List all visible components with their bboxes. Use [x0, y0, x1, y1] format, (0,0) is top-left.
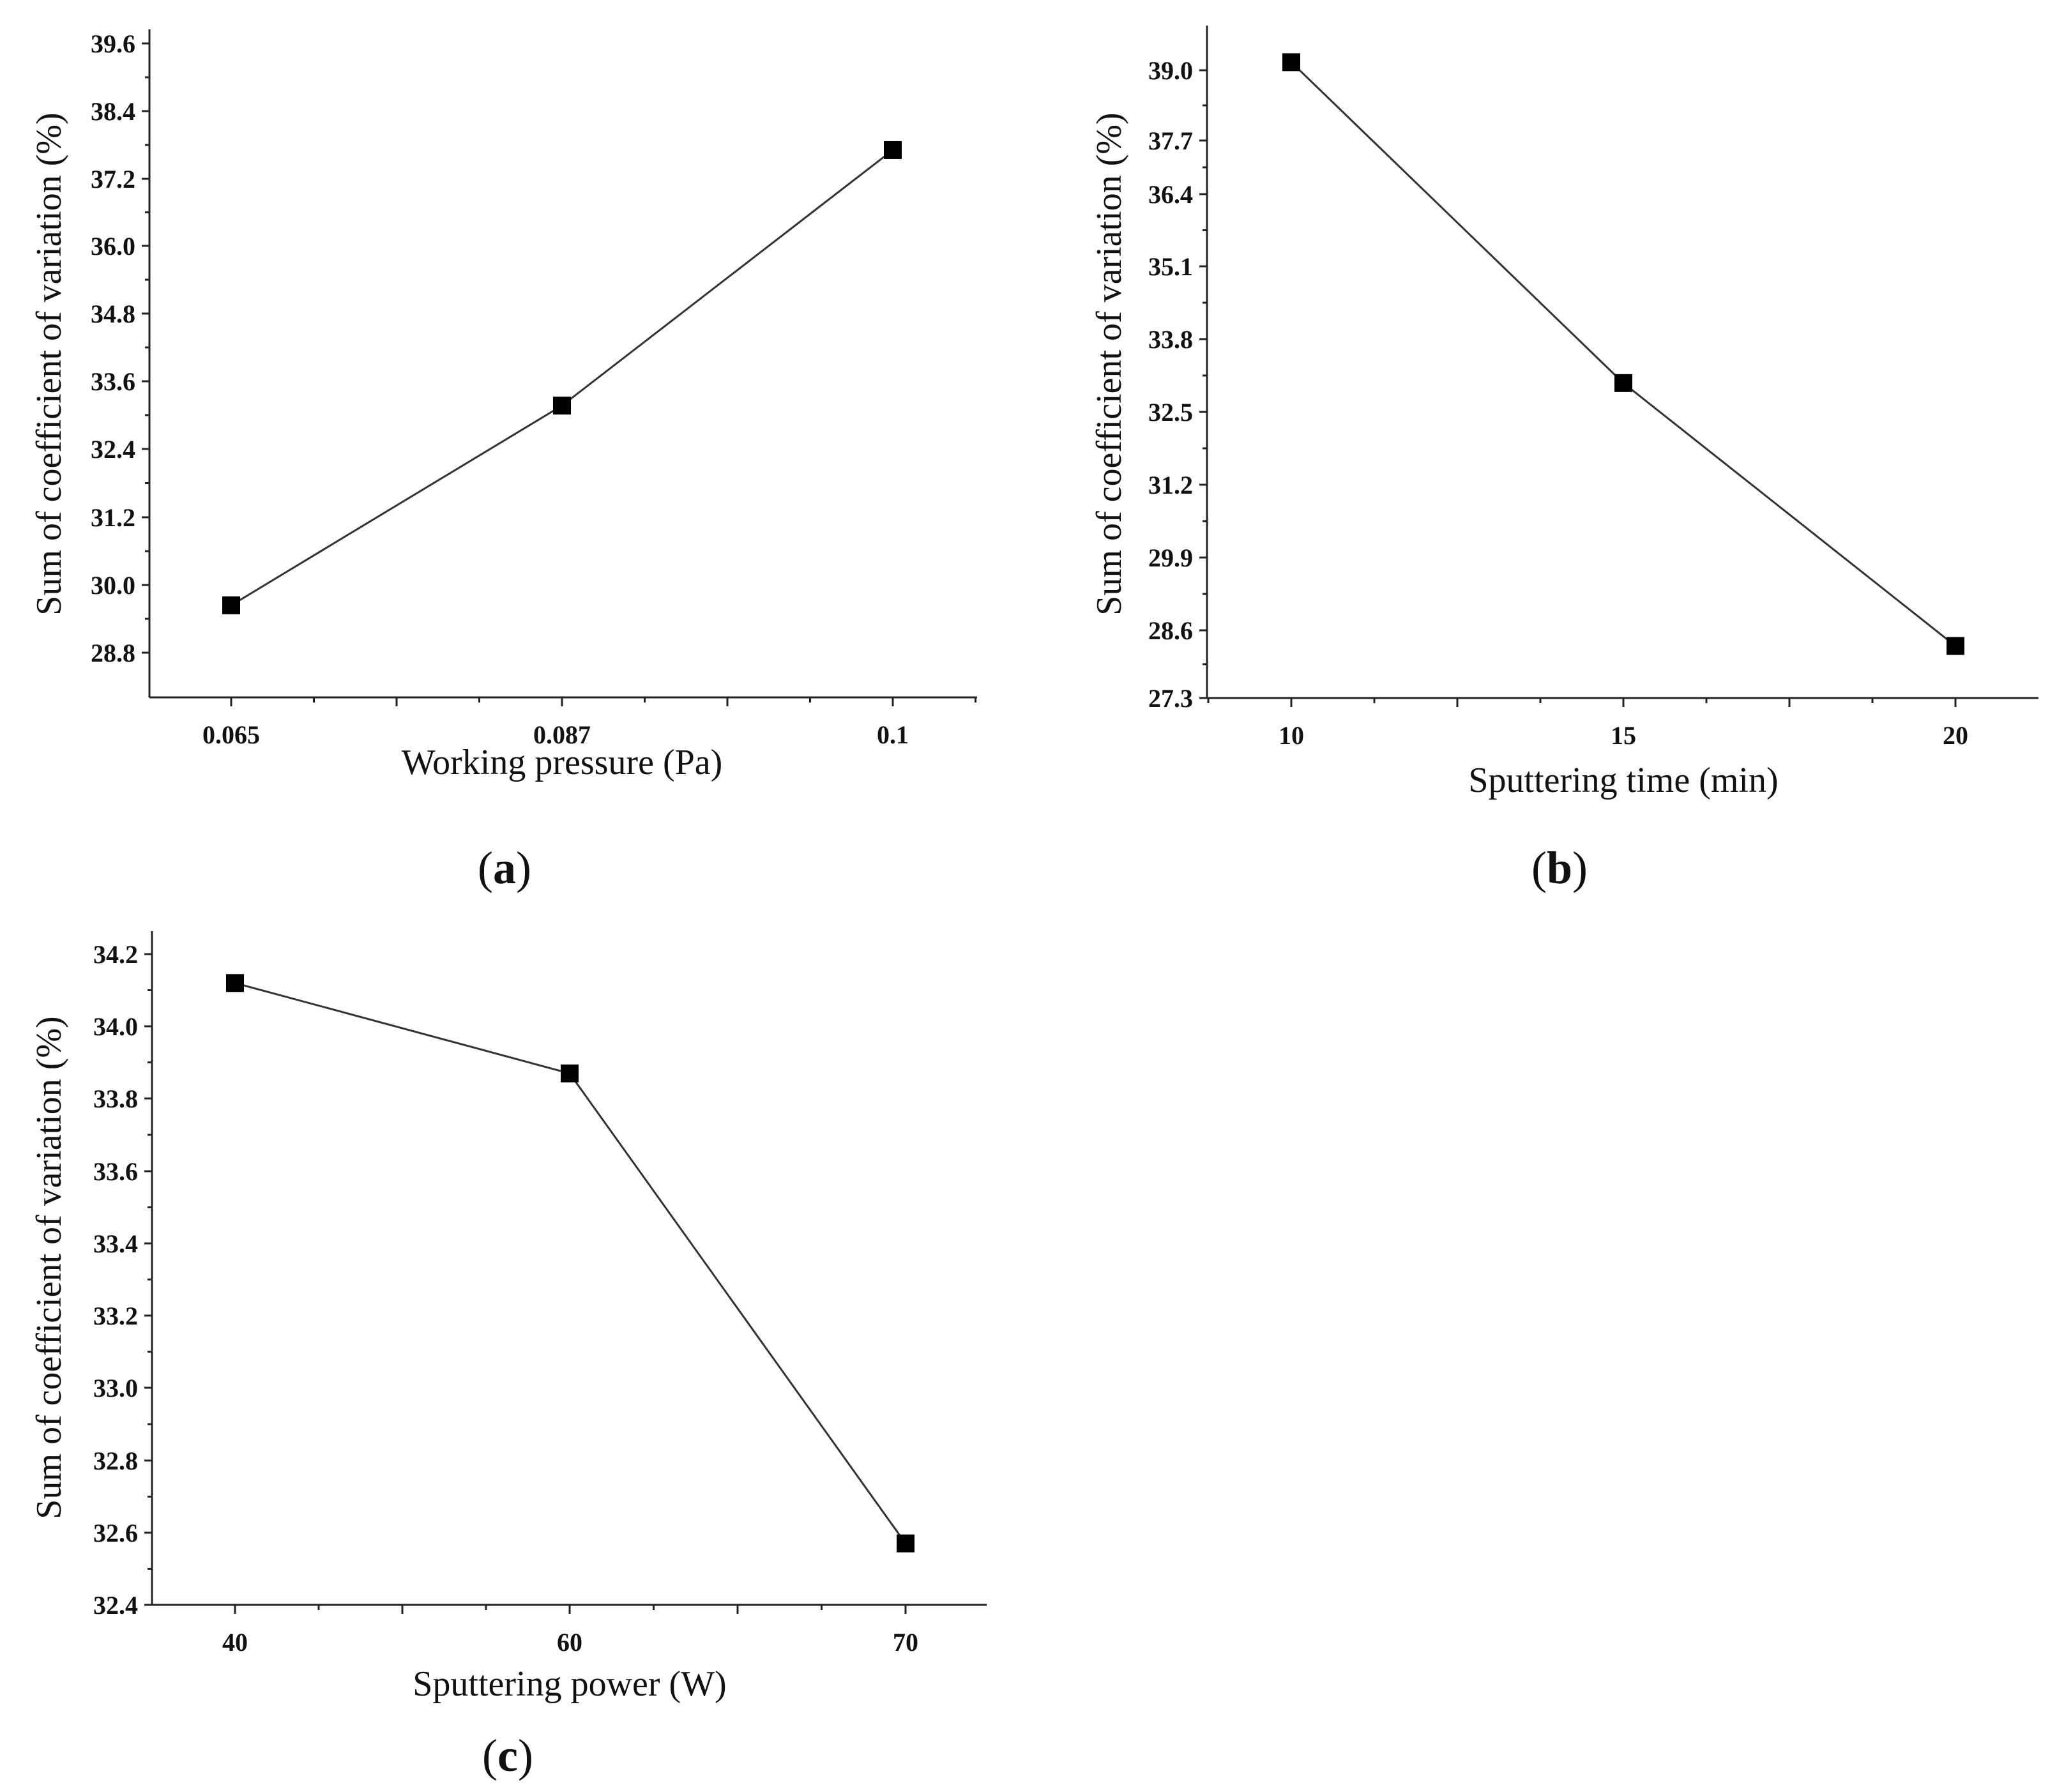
- panel-label: b: [1547, 842, 1572, 893]
- y-axis-title: Sum of coefficient of variation (%): [1089, 112, 1129, 615]
- x-axis-title: Working pressure (Pa): [402, 743, 722, 782]
- y-tick-label: 28.6: [1148, 616, 1193, 645]
- y-tick-label: 31.2: [1148, 471, 1193, 499]
- data-point-marker: [897, 1534, 915, 1553]
- y-tick-label: 27.3: [1148, 684, 1193, 713]
- x-tick-label: 15: [1611, 721, 1636, 750]
- panel-caption: (b): [1531, 842, 1588, 893]
- y-tick-label: 35.1: [1148, 252, 1193, 281]
- y-tick-label: 33.8: [93, 1084, 138, 1113]
- y-tick-label: 31.2: [91, 503, 135, 532]
- panel-caption: (a): [478, 842, 531, 893]
- y-tick-label: 37.7: [1148, 126, 1193, 155]
- y-tick-label: 34.0: [93, 1012, 138, 1041]
- panel-caption: (c): [482, 1730, 533, 1781]
- y-axis-title: Sum of coefficient of variation (%): [29, 112, 69, 615]
- x-tick-label: 10: [1279, 721, 1304, 750]
- data-point-marker: [226, 974, 244, 992]
- y-tick-label: 37.2: [91, 165, 135, 194]
- y-tick-label: 32.6: [93, 1519, 138, 1547]
- data-point-marker: [884, 140, 902, 159]
- y-tick-label: 30.0: [91, 571, 135, 600]
- x-tick-label: 60: [557, 1628, 582, 1657]
- y-tick-label: 33.6: [91, 367, 135, 396]
- y-tick-label: 33.6: [93, 1157, 138, 1186]
- y-tick-label: 34.2: [93, 940, 138, 969]
- y-tick-label: 32.5: [1148, 398, 1193, 427]
- x-tick-label: 0.1: [877, 720, 909, 749]
- y-tick-label: 32.8: [93, 1447, 138, 1475]
- panel-a: 28.8 30.0 31.2 32.4 33.6 34.8 36.0 37.2 38.4 39.6…: [29, 29, 977, 893]
- data-point-marker: [561, 1064, 579, 1082]
- x-tick-label: 0.087: [533, 720, 591, 749]
- y-tick-label: 36.4: [1148, 180, 1193, 209]
- y-tick-label: 33.2: [93, 1302, 138, 1330]
- x-axis-title: Sputtering power (W): [413, 1664, 726, 1704]
- y-tick-label: 28.8: [91, 639, 135, 667]
- panel-b: 27.3 28.6 29.9 31.2 32.5 33.8 35.1 36.4 37.7 39.0…: [1089, 26, 2038, 893]
- data-point-marker: [1614, 374, 1632, 392]
- x-tick-label: 70: [893, 1628, 918, 1657]
- y-tick-label: 34.8: [91, 300, 135, 328]
- y-tick-label: 33.0: [93, 1374, 138, 1402]
- y-tick-label: 39.0: [1148, 56, 1193, 85]
- y-tick-label: 32.4: [91, 435, 135, 464]
- x-tick-label: 40: [222, 1628, 248, 1657]
- series-line: [231, 149, 893, 607]
- y-tick-label: 39.6: [91, 29, 135, 58]
- y-tick-label: 33.4: [93, 1229, 138, 1258]
- y-tick-label: 38.4: [91, 97, 135, 126]
- data-point-marker: [553, 397, 571, 415]
- panel-c: 32.4 32.6 32.8 33.0 33.2 33.4 33.6 33.8 34.0 34.2…: [29, 931, 987, 1781]
- y-tick-label: 32.4: [93, 1591, 138, 1620]
- x-axis-title: Sputtering time (min): [1468, 761, 1778, 800]
- y-tick-label: 33.8: [1148, 325, 1193, 354]
- y-axis-title: Sum of coefficient of variation (%): [29, 1016, 69, 1519]
- x-tick-label: 20: [1943, 721, 1968, 750]
- data-point-marker: [1947, 637, 1964, 655]
- y-tick-label: 29.9: [1148, 543, 1193, 572]
- data-point-marker: [1282, 53, 1300, 72]
- data-point-marker: [222, 596, 240, 614]
- x-tick-label: 0.065: [202, 720, 260, 749]
- series-line: [1290, 61, 1956, 647]
- panel-label: a: [493, 842, 516, 893]
- panel-label: c: [497, 1730, 518, 1781]
- y-tick-label: 36.0: [91, 232, 135, 261]
